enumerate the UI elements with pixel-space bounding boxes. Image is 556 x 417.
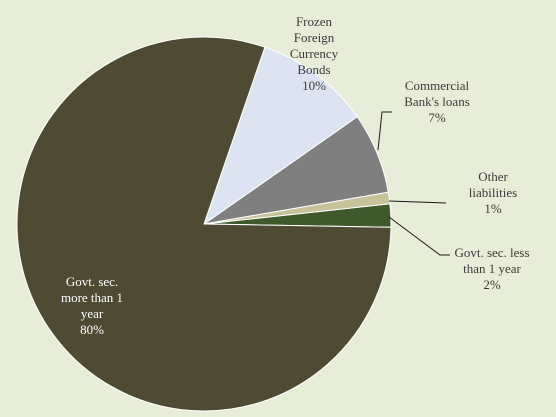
pie-slice-govt-sec-long — [16, 36, 392, 412]
slice-value-label: 7% — [428, 110, 446, 125]
slice-category-label: Bank's loans — [404, 94, 470, 109]
slice-labels: Govt. sec. less than 1 year 2% Other liabili… — [61, 14, 530, 337]
slice-value-label: 10% — [302, 78, 326, 93]
slice-value-label: 1% — [484, 201, 502, 216]
leader-line-commercial — [377, 111, 392, 151]
leader-line-other — [388, 200, 447, 204]
slice-category-label: Foreign — [294, 30, 335, 45]
slice-label-commercial-bank-loans: Commercial Bank's loans 7% — [404, 78, 470, 125]
slice-category-label: Currency — [290, 46, 339, 61]
slice-label-other-liabilities: Other liabilities 1% — [469, 169, 517, 216]
pie-slices — [16, 36, 392, 412]
pie-slice-frozen-foreign-currency-bonds — [203, 46, 358, 226]
slice-category-label: than 1 year — [463, 261, 521, 276]
slice-category-label: Govt. sec. less — [454, 245, 529, 260]
slice-category-label: Commercial — [405, 78, 470, 93]
slice-category-label: liabilities — [469, 185, 517, 200]
slice-label-govt-sec-short: Govt. sec. less than 1 year 2% — [454, 245, 529, 292]
slice-value-label: 80% — [80, 322, 104, 337]
slice-category-label: Govt. sec. — [66, 274, 118, 289]
slice-label-govt-sec-long: Govt. sec. more than 1 year 80% — [61, 274, 123, 337]
slice-category-label: year — [81, 306, 104, 321]
leader-lines — [377, 111, 450, 256]
slice-category-label: Other — [478, 169, 508, 184]
slice-value-label: 2% — [483, 277, 501, 292]
slice-category-label: more than 1 — [61, 290, 123, 305]
leader-line-govt-short — [388, 216, 450, 256]
slice-category-label: Bonds — [297, 62, 330, 77]
slice-label-frozen-foreign-currency-bonds: Frozen Foreign Currency Bonds 10% — [290, 14, 339, 93]
slice-category-label: Frozen — [296, 14, 333, 29]
